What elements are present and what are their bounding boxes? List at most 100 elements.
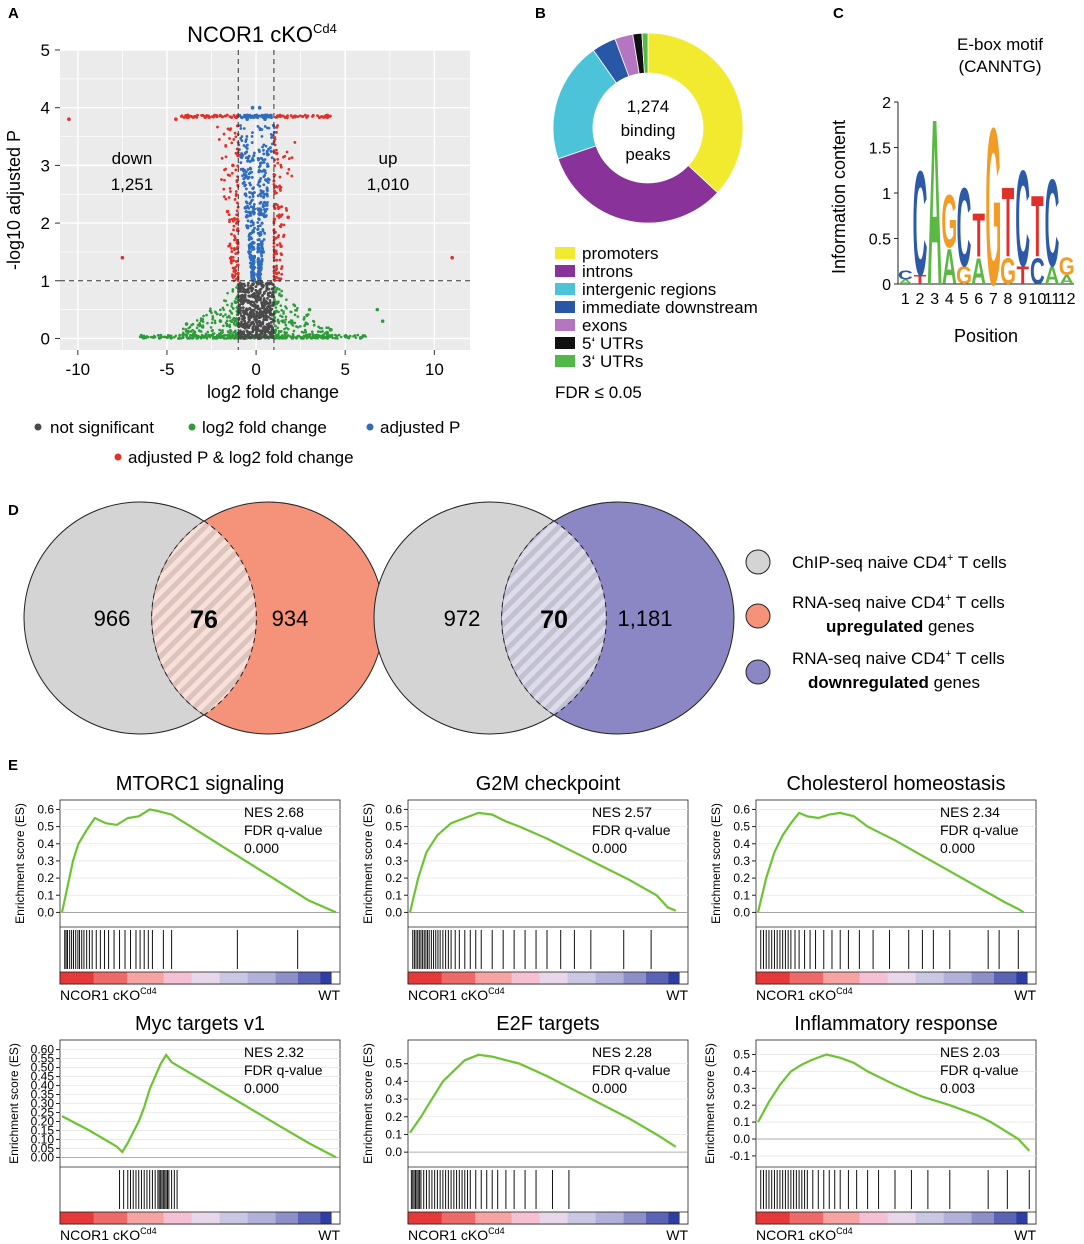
legend-swatch: [555, 283, 575, 295]
gsea-title: E2F targets: [496, 1013, 599, 1035]
data-point: [289, 319, 294, 323]
point-not-significant: [268, 281, 272, 285]
point-not-significant: [238, 285, 241, 289]
gsea-y-tick-label: 0.3: [37, 854, 54, 868]
point-both: [236, 245, 239, 249]
point-fold-change: [196, 336, 199, 340]
point-fold-change: [206, 321, 209, 325]
point-not-significant: [253, 303, 257, 307]
point-fold-change: [284, 318, 288, 321]
gsea-ramp-segment: [441, 1212, 476, 1224]
point-not-significant: [244, 298, 248, 302]
gsea-ramp-segment: [943, 1212, 973, 1224]
point-adjusted-p: [251, 187, 255, 191]
point-not-significant: [264, 289, 268, 293]
point-both: [229, 260, 233, 263]
gsea-ramp-frame: [59, 1211, 341, 1225]
point-not-significant: [268, 291, 272, 295]
point-adjusted-p: [257, 148, 261, 152]
point-both: [227, 213, 231, 216]
point-fold-change: [228, 328, 232, 332]
point-adjusted-p: [248, 166, 252, 170]
gsea-title: Inflammatory response: [794, 1013, 997, 1035]
point-adjusted-p: [247, 206, 251, 210]
point-fold-change: [314, 336, 318, 339]
point-not-significant: [264, 318, 268, 321]
point-fold-change: [276, 301, 280, 305]
point-not-significant: [244, 335, 248, 339]
point-fold-change: [310, 330, 314, 333]
gsea-ramp-segment: [93, 1212, 128, 1224]
x-tick-label: 5: [340, 360, 349, 379]
point-fold-change: [160, 335, 163, 339]
point-both: [230, 246, 233, 250]
y-tick-label: 1: [41, 272, 50, 291]
point-fold-change: [181, 336, 185, 340]
point-both: [228, 220, 231, 224]
y-tick-label: 2: [41, 214, 50, 233]
gsea-left-label: NCOR1 cKOCd4: [756, 986, 853, 1003]
data-point: [329, 328, 333, 332]
point-not-significant: [256, 304, 260, 308]
point-adjusted-p: [258, 184, 262, 188]
point-fold-change: [205, 336, 208, 339]
point-adjusted-p: [256, 261, 260, 265]
gsea-ramp-frame: [407, 1211, 689, 1225]
up-label: up: [379, 149, 398, 168]
point-fold-change: [232, 307, 235, 310]
point-adjusted-p: [263, 113, 267, 117]
point-not-significant: [266, 287, 269, 290]
point-fold-change: [329, 335, 332, 339]
gsea-ramp-segment: [915, 972, 945, 984]
point-not-significant: [239, 335, 243, 339]
point-both: [235, 180, 239, 184]
point-both: [272, 173, 276, 176]
point-adjusted-p: [260, 134, 264, 138]
point-adjusted-p: [259, 189, 263, 192]
logo-letter-a: A: [927, 70, 942, 335]
point-both: [305, 115, 309, 119]
point-both: [280, 253, 284, 257]
down-label: down: [112, 149, 153, 168]
gsea-plot-myc-targets-v1: Myc targets v10.000.050.100.150.200.250.…: [7, 1013, 341, 1243]
gsea-ramp-segment: [668, 972, 681, 984]
point-both: [283, 116, 287, 119]
point-not-significant: [240, 314, 243, 318]
point-adjusted-p: [250, 275, 254, 279]
point-both: [275, 258, 279, 262]
point-both: [195, 115, 199, 119]
venn-left-overlap: [152, 502, 256, 734]
point-adjusted-p: [242, 177, 246, 181]
gsea-fdr-value: 0.000: [592, 1080, 627, 1096]
point-adjusted-p: [269, 132, 273, 136]
gsea-ramp-segment: [994, 972, 1017, 984]
gsea-ramp-segment: [163, 972, 193, 984]
venn-legend-up-line1: RNA-seq naive CD4+ T cells: [792, 592, 1005, 612]
data-point: [245, 117, 249, 122]
point-both: [233, 238, 236, 242]
gsea-y-tick-label: 0.2: [385, 871, 402, 885]
point-not-significant: [268, 306, 272, 310]
gsea-y-tick-label: 0.35: [31, 1088, 55, 1102]
point-adjusted-p: [256, 225, 260, 228]
logo-letter-g: G: [956, 261, 972, 289]
point-not-significant: [237, 324, 240, 328]
point-both: [226, 127, 230, 131]
gsea-y-tick-label: 0.2: [385, 1110, 402, 1124]
point-adjusted-p: [244, 173, 248, 177]
gsea-y-tick-label: 0.55: [31, 1052, 55, 1066]
point-fold-change: [302, 317, 306, 321]
gsea-y-tick-label: 0.1: [385, 888, 402, 902]
point-adjusted-p: [267, 178, 271, 182]
point-both: [234, 115, 238, 119]
point-not-significant: [252, 293, 256, 297]
point-adjusted-p: [262, 207, 266, 211]
point-adjusted-p: [262, 143, 266, 147]
data-point: [200, 325, 205, 329]
point-both: [186, 113, 190, 117]
x-tick-label: -5: [159, 360, 174, 379]
point-adjusted-p: [251, 228, 255, 232]
gsea-right-label: WT: [666, 1227, 688, 1243]
point-fold-change: [309, 336, 313, 339]
point-fold-change: [219, 335, 223, 338]
